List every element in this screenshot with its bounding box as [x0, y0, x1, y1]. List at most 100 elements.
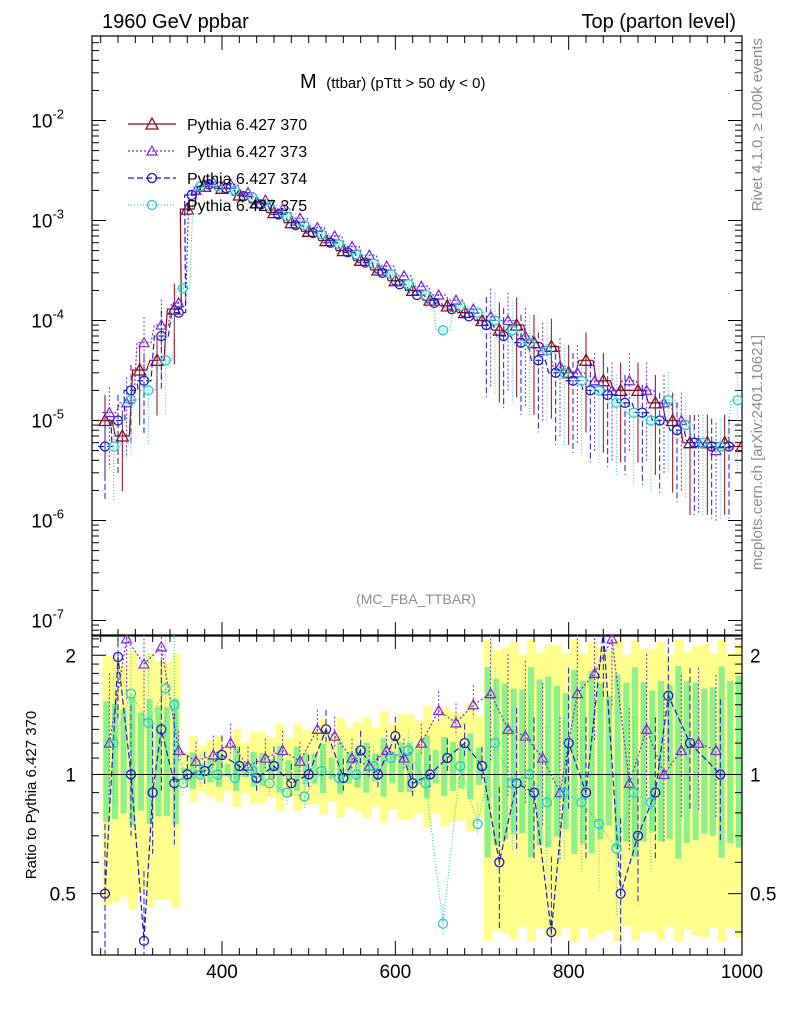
data-point: [259, 751, 272, 763]
data-point: [103, 406, 116, 418]
data-point: [507, 778, 518, 789]
data-point: [125, 769, 137, 780]
data-point: [351, 249, 362, 260]
data-point: [632, 830, 644, 841]
y-tick-exp: -2: [52, 107, 64, 122]
data-point: [432, 288, 445, 300]
data-point: [355, 745, 366, 756]
data-point: [115, 428, 130, 442]
data-point: [455, 760, 466, 772]
band-inner: [727, 680, 734, 844]
data-point: [467, 698, 480, 710]
data-point: [112, 415, 124, 426]
data-point: [229, 185, 241, 196]
data-point: [559, 787, 570, 798]
data-point: [281, 787, 293, 798]
chart-title-suffix: (ttbar) (pTtt > 50 dy < 0): [326, 75, 485, 92]
data-point: [623, 777, 636, 788]
band-inner: [207, 758, 214, 783]
band-inner: [146, 699, 153, 824]
ratio-tick-label-left: 0.5: [50, 885, 76, 906]
data-point: [628, 787, 639, 798]
data-point: [156, 330, 167, 342]
band-inner: [155, 706, 162, 817]
data-point: [588, 374, 601, 386]
ratio-tick-label-left: 2: [65, 646, 76, 667]
data-point: [180, 201, 195, 215]
data-point: [155, 640, 168, 652]
data-point: [293, 754, 307, 766]
y-tick-base: 10: [31, 612, 52, 633]
band-inner: [172, 698, 179, 825]
data-point: [650, 787, 661, 798]
data-point: [156, 724, 167, 735]
data-point: [628, 407, 639, 418]
series-1: [102, 176, 723, 523]
band-inner: [458, 744, 465, 789]
band-inner: [709, 687, 716, 836]
data-point: [212, 769, 223, 780]
band-inner: [553, 685, 560, 837]
data-point: [177, 283, 189, 294]
band-inner: [640, 682, 647, 842]
data-point: [286, 778, 297, 789]
data-point: [247, 192, 258, 203]
data-point: [455, 300, 466, 312]
data-point: [697, 437, 709, 448]
data-point: [385, 752, 397, 764]
series-line: [102, 181, 723, 452]
band-inner: [103, 701, 110, 822]
data-point: [680, 419, 691, 431]
band-inner: [259, 753, 266, 786]
band-inner: [519, 689, 526, 834]
band-inner: [380, 738, 387, 797]
y-tick-label: 10-7: [31, 607, 64, 633]
legend-label: Pythia 6.427 375: [187, 198, 307, 215]
data-point: [437, 325, 449, 336]
band-inner: [224, 763, 231, 776]
watermark: (MC_FBA_TTBAR): [356, 591, 476, 607]
data-point: [138, 935, 150, 947]
data-point: [613, 383, 628, 397]
data-point: [501, 314, 515, 326]
x-tick-label: 1000: [721, 962, 763, 983]
data-point: [578, 352, 594, 366]
data-point: [132, 362, 147, 376]
data-point: [112, 651, 124, 663]
legend-label: Pythia 6.427 370: [187, 117, 307, 134]
legend-item: Pythia 6.427 374: [128, 171, 307, 188]
chart-title: M (ttbar) (pTtt > 50 dy < 0): [300, 71, 485, 93]
data-point: [108, 441, 119, 452]
data-point: [229, 772, 241, 784]
band-inner: [120, 709, 127, 814]
data-point: [437, 918, 449, 929]
data-point: [684, 737, 696, 749]
band-inner: [718, 666, 725, 858]
data-point: [472, 818, 483, 830]
data-point: [177, 778, 189, 789]
y-tick-label: 10-4: [31, 307, 64, 333]
y-tick-base: 10: [31, 212, 52, 233]
legend-item: Pythia 6.427 373: [128, 144, 307, 161]
band-inner: [285, 760, 292, 778]
data-point: [432, 704, 445, 716]
data-point: [481, 319, 492, 331]
y-tick-base: 10: [31, 412, 52, 433]
main-series: [97, 176, 742, 523]
y-tick-base: 10: [31, 112, 52, 133]
data-point: [553, 786, 567, 798]
data-point: [611, 843, 622, 854]
data-point: [247, 765, 258, 777]
data-point: [415, 736, 428, 748]
data-point: [546, 926, 557, 938]
band-inner: [163, 707, 170, 816]
data-point: [212, 181, 223, 192]
data-point: [146, 172, 158, 184]
y-tick-exp: -7: [52, 607, 64, 622]
ratio-panel-frame: [91, 634, 743, 956]
data-point: [103, 736, 116, 748]
data-point: [420, 778, 431, 789]
data-point: [320, 724, 332, 735]
band-inner: [129, 697, 136, 826]
data-point: [299, 219, 310, 231]
